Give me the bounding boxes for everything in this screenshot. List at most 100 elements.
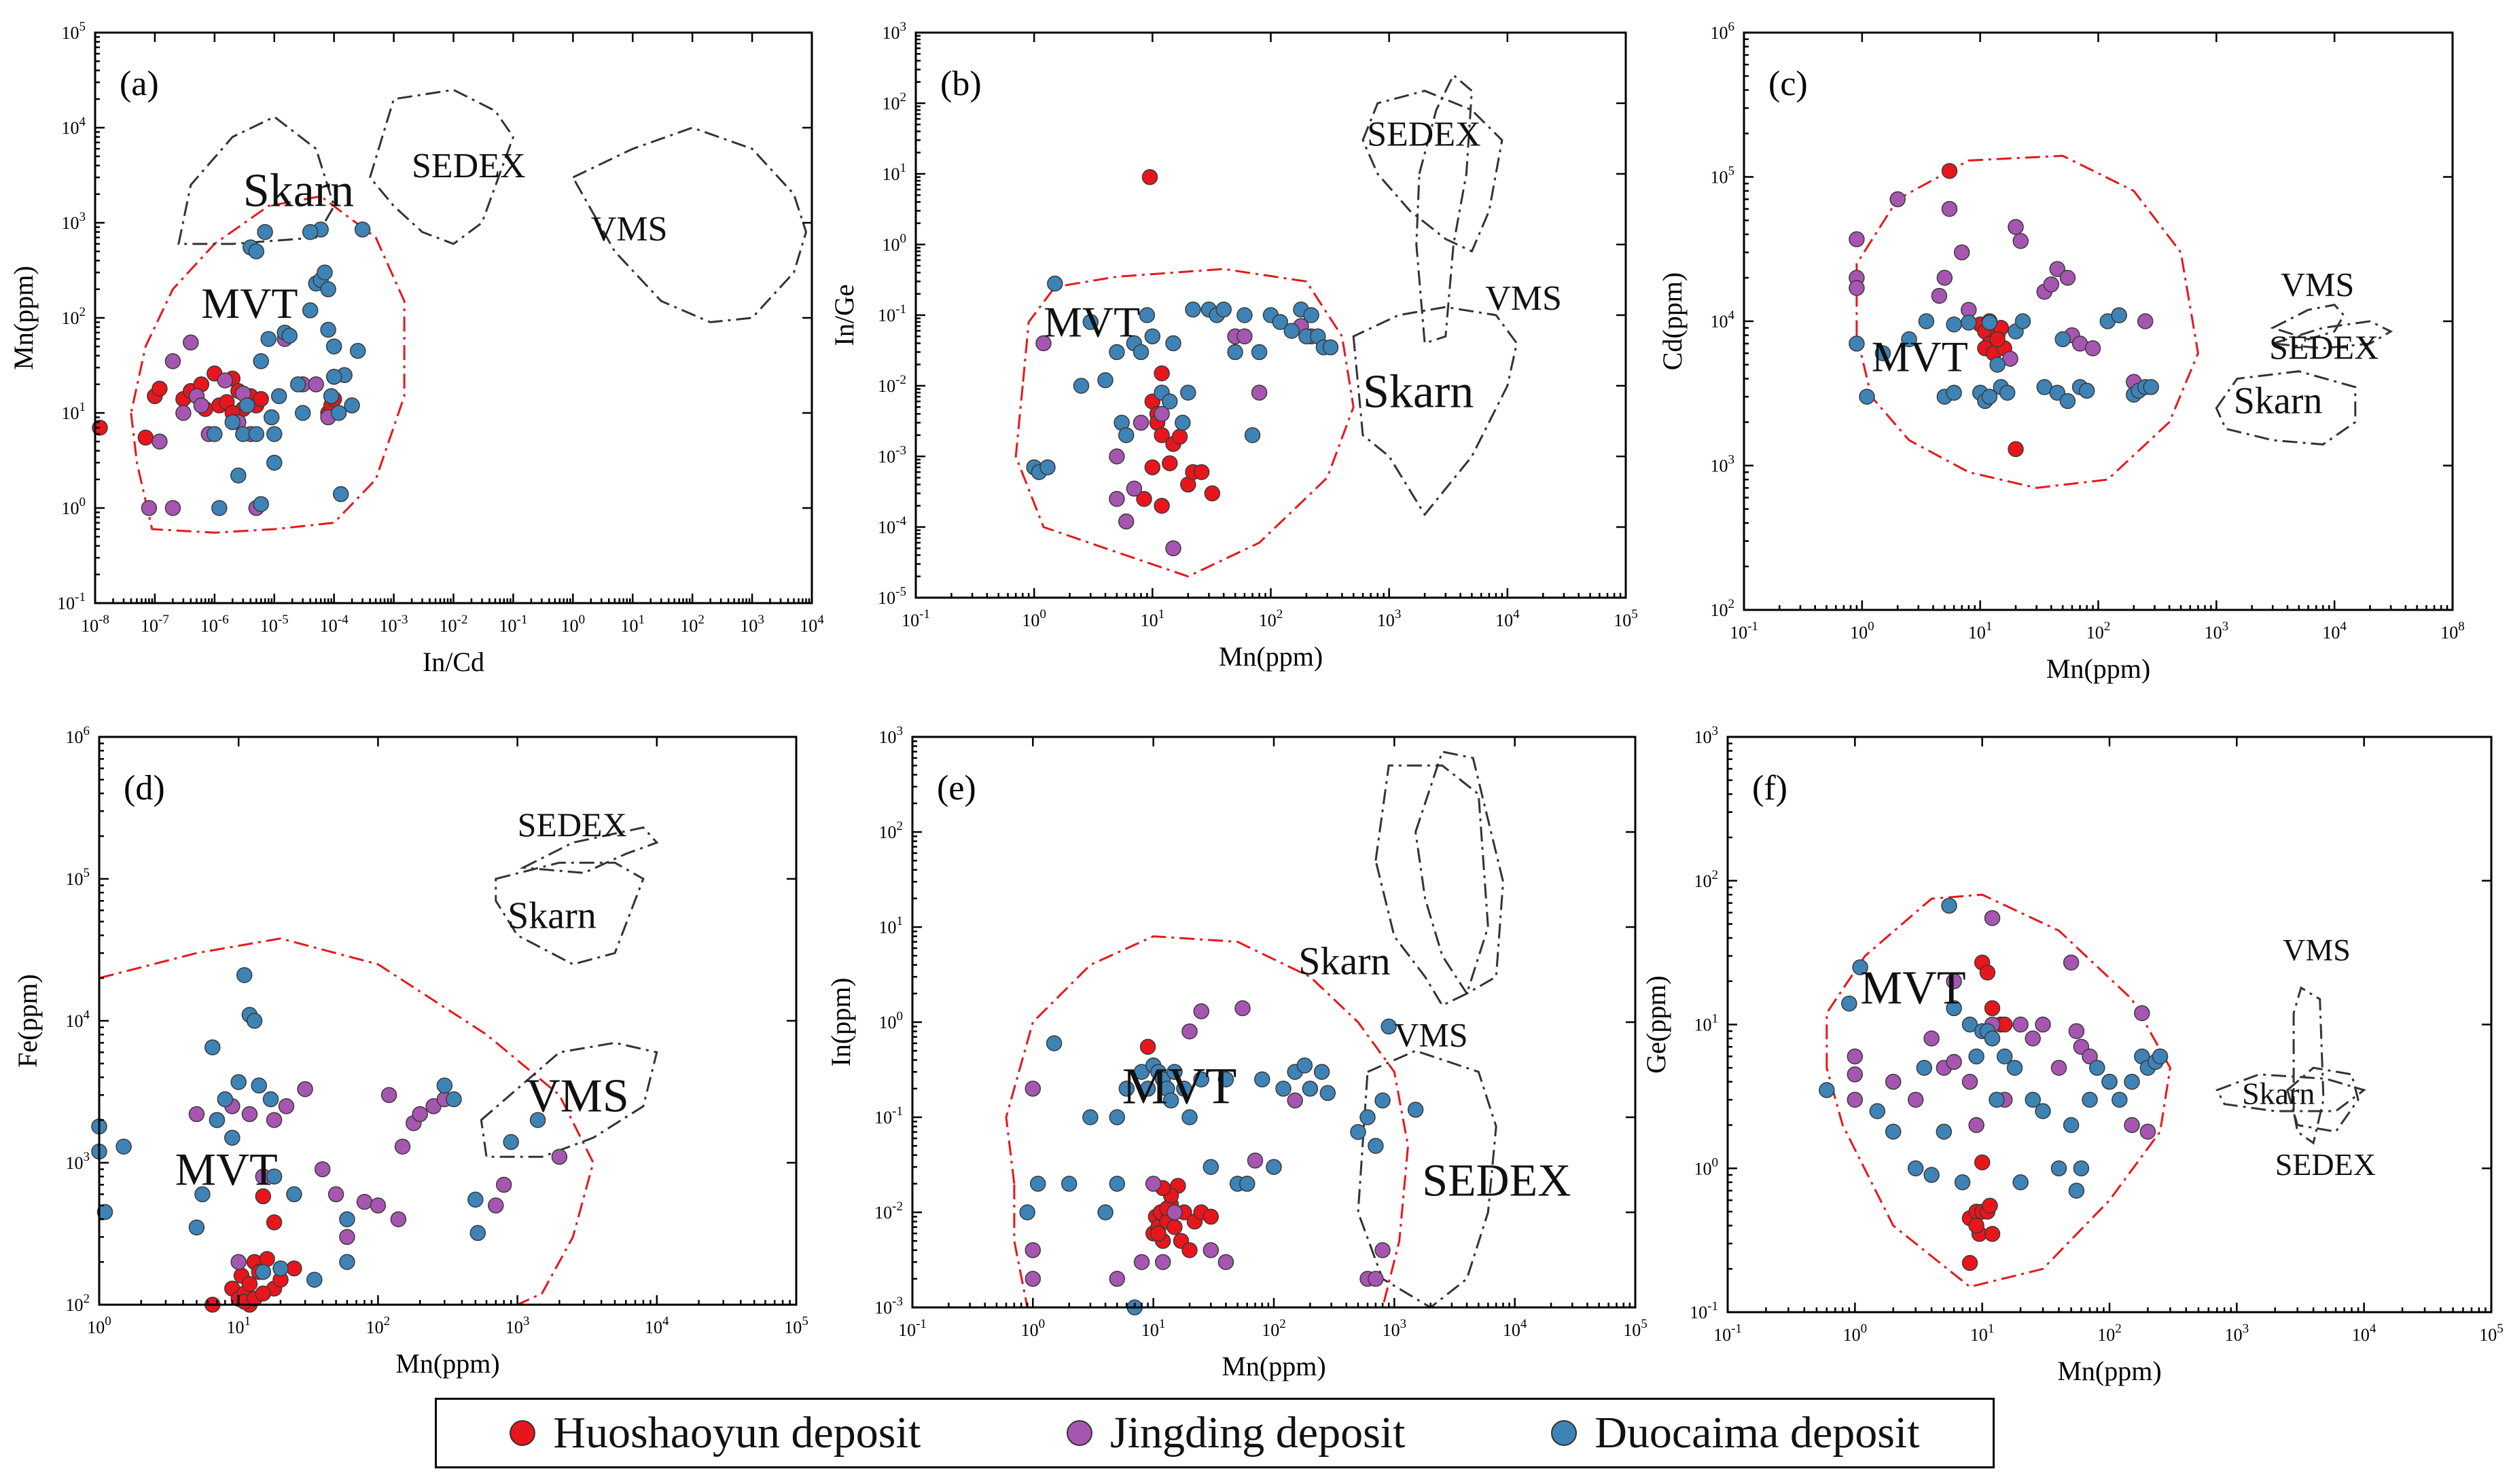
point-duocaima bbox=[2035, 1103, 2051, 1119]
point-duocaima bbox=[1073, 378, 1090, 394]
point-jingding bbox=[1126, 480, 1143, 497]
plot-frame bbox=[98, 736, 798, 1306]
field-label-skarn: Skarn bbox=[1298, 939, 1390, 983]
point-duocaima bbox=[262, 1091, 279, 1108]
point-duocaima bbox=[281, 327, 298, 344]
point-duocaima bbox=[2089, 1060, 2105, 1076]
point-duocaima bbox=[1118, 1081, 1135, 1097]
point-jingding bbox=[152, 433, 168, 450]
point-duocaima bbox=[1283, 323, 1300, 339]
point-duocaima bbox=[1019, 1204, 1035, 1220]
point-duocaima bbox=[325, 369, 342, 385]
point-huoshaoyun bbox=[255, 1188, 272, 1205]
point-duocaima bbox=[286, 1186, 302, 1203]
y-tick-label: 103 bbox=[1711, 453, 1735, 476]
point-huoshaoyun bbox=[1984, 1226, 2001, 1242]
point-jingding bbox=[488, 1197, 504, 1214]
point-duocaima bbox=[1359, 1109, 1376, 1125]
point-jingding bbox=[308, 376, 324, 393]
x-tick-label: 103 bbox=[1383, 1317, 1407, 1340]
field-label-sedex: SEDEX bbox=[1367, 115, 1481, 154]
point-duocaima bbox=[1869, 1103, 1886, 1119]
x-tick-label: 10-6 bbox=[200, 613, 229, 636]
field-label-vms: VMS bbox=[591, 210, 668, 249]
point-duocaima bbox=[255, 1264, 272, 1280]
y-tick-label: 10-2 bbox=[878, 373, 906, 396]
legend-marker-duocaima bbox=[1551, 1420, 1578, 1446]
y-tick-label: 100 bbox=[879, 1009, 904, 1032]
y-tick-label: 100 bbox=[62, 495, 86, 518]
point-duocaima bbox=[1109, 1176, 1126, 1192]
point-duocaima bbox=[230, 1074, 247, 1090]
y-tick-label: 106 bbox=[1711, 20, 1735, 43]
point-huoshaoyun bbox=[253, 391, 269, 408]
point-duocaima bbox=[1109, 344, 1125, 361]
y-tick-label: 10-1 bbox=[57, 590, 86, 613]
x-tick-label: 105 bbox=[1614, 607, 1638, 630]
point-huoshaoyun bbox=[241, 1275, 258, 1292]
point-duocaima bbox=[1133, 344, 1150, 361]
point-huoshaoyun bbox=[1154, 427, 1170, 444]
y-tick-label: 104 bbox=[62, 115, 86, 138]
point-huoshaoyun bbox=[1171, 429, 1188, 445]
point-jingding bbox=[1118, 513, 1135, 530]
point-duocaima bbox=[330, 405, 347, 421]
panel-b: MVT SEDEX VMS Skarn 10-1 100 101 102 103 104 105 10… bbox=[829, 20, 1638, 672]
point-duocaima bbox=[344, 397, 360, 414]
point-duocaima bbox=[306, 1271, 323, 1288]
y-tick-label: 10-4 bbox=[878, 514, 906, 537]
y-tick-label: 10-1 bbox=[878, 302, 906, 325]
x-tick-label: 103 bbox=[740, 613, 764, 636]
field-outline-sedex bbox=[1357, 1049, 1497, 1309]
point-duocaima bbox=[260, 331, 277, 347]
point-duocaima bbox=[270, 388, 287, 405]
point-duocaima bbox=[1841, 995, 1857, 1012]
field-outline-sedex bbox=[2272, 320, 2393, 350]
point-duocaima bbox=[339, 1254, 355, 1270]
point-duocaima bbox=[230, 467, 247, 484]
point-jingding bbox=[1946, 1053, 1962, 1070]
field-label-sedex: SEDEX bbox=[2269, 328, 2379, 366]
point-huoshaoyun bbox=[152, 380, 168, 397]
point-huoshaoyun bbox=[255, 1285, 272, 1302]
point-jingding bbox=[551, 1148, 568, 1165]
point-duocaima bbox=[1244, 427, 1261, 444]
field-outline-mvt bbox=[98, 937, 594, 1306]
x-tick-label: 100 bbox=[87, 1314, 111, 1337]
point-jingding bbox=[2050, 1060, 2067, 1076]
panel-label: (e) bbox=[937, 769, 976, 808]
point-duocaima bbox=[266, 454, 283, 471]
y-tick-label: 104 bbox=[1711, 308, 1735, 331]
point-duocaima bbox=[1381, 1018, 1397, 1035]
point-jingding bbox=[164, 353, 181, 369]
point-jingding bbox=[217, 372, 234, 388]
point-huoshaoyun bbox=[2008, 441, 2024, 458]
point-jingding bbox=[175, 405, 192, 421]
y-tick-label: 103 bbox=[883, 20, 907, 43]
y-tick-label: 101 bbox=[62, 400, 86, 423]
y-tick-label: 101 bbox=[1694, 1012, 1719, 1035]
point-jingding bbox=[1968, 1117, 1984, 1134]
field-label-skarn: Skarn bbox=[1363, 365, 1474, 418]
y-tick-label: 103 bbox=[879, 724, 904, 747]
x-tick-label: 100 bbox=[1850, 619, 1874, 643]
point-huoshaoyun bbox=[1150, 1225, 1167, 1242]
point-duocaima bbox=[1275, 1081, 1292, 1097]
point-jingding bbox=[1923, 1030, 1940, 1047]
legend-item-duocaima: Duocaima deposit bbox=[1551, 1407, 1920, 1459]
point-jingding bbox=[2035, 1016, 2051, 1033]
point-jingding bbox=[1953, 244, 1970, 261]
x-tick-label: 10-8 bbox=[81, 613, 109, 636]
x-tick-label: 100 bbox=[561, 613, 586, 636]
x-tick-label: 104 bbox=[2322, 619, 2347, 643]
point-duocaima bbox=[1923, 1167, 1940, 1183]
field-outline-mvt bbox=[1826, 893, 2171, 1288]
point-duocaima bbox=[1175, 414, 1191, 431]
field-outline-mvt bbox=[1014, 268, 1355, 578]
y-tick-label: 10-2 bbox=[874, 1199, 903, 1223]
x-tick-label: 105 bbox=[784, 1314, 808, 1337]
point-duocaima bbox=[1999, 384, 2016, 401]
x-tick-label: 104 bbox=[1503, 1317, 1527, 1340]
y-tick-label: 10-1 bbox=[1690, 1299, 1718, 1322]
point-duocaima bbox=[224, 414, 241, 431]
